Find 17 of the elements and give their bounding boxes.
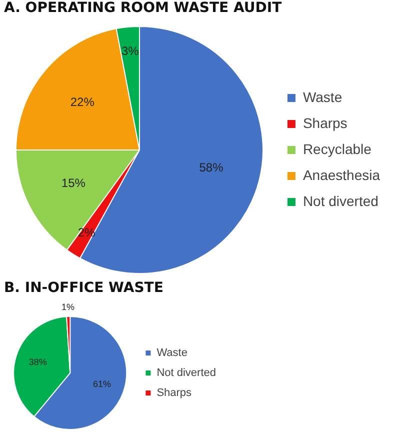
data-label: 3% (122, 44, 140, 58)
data-label: 15% (61, 176, 86, 190)
data-label: 1% (62, 302, 75, 312)
legend-label: Waste (156, 347, 188, 360)
legend-label: Sharps (156, 387, 192, 400)
legend-label: Waste (302, 88, 342, 105)
legend-label: Recyclable (302, 140, 372, 157)
legend-label: Anaesthesia (302, 166, 380, 183)
chart-title: B. IN-OFFICE WASTE (4, 280, 164, 296)
data-label: 38% (28, 357, 47, 368)
legend-label: Sharps (302, 114, 348, 131)
legend-label: Not diverted (302, 192, 378, 209)
legend-label: Not diverted (156, 367, 216, 380)
data-label: 61% (92, 378, 111, 389)
chart-title: A. OPERATING ROOM WASTE AUDIT (4, 0, 283, 16)
data-label: 22% (70, 95, 95, 110)
data-label: 58% (199, 160, 224, 175)
